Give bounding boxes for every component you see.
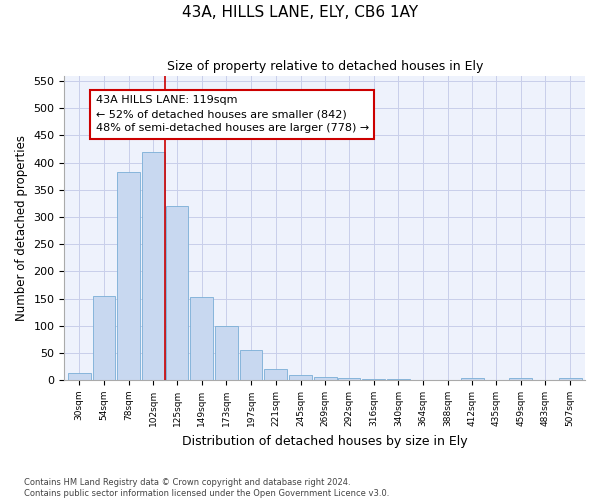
Y-axis label: Number of detached properties: Number of detached properties: [15, 135, 28, 321]
Bar: [387, 379, 410, 380]
X-axis label: Distribution of detached houses by size in Ely: Distribution of detached houses by size …: [182, 434, 467, 448]
Title: Size of property relative to detached houses in Ely: Size of property relative to detached ho…: [167, 60, 483, 73]
Text: 43A HILLS LANE: 119sqm
← 52% of detached houses are smaller (842)
48% of semi-de: 43A HILLS LANE: 119sqm ← 52% of detached…: [95, 96, 369, 134]
Bar: [240, 350, 262, 380]
Bar: [362, 379, 385, 380]
Bar: [117, 172, 140, 380]
Bar: [509, 378, 532, 380]
Bar: [559, 378, 581, 380]
Text: Contains HM Land Registry data © Crown copyright and database right 2024.
Contai: Contains HM Land Registry data © Crown c…: [24, 478, 389, 498]
Bar: [265, 369, 287, 380]
Bar: [215, 326, 238, 380]
Text: 43A, HILLS LANE, ELY, CB6 1AY: 43A, HILLS LANE, ELY, CB6 1AY: [182, 5, 418, 20]
Bar: [190, 297, 213, 380]
Bar: [166, 206, 188, 380]
Bar: [92, 296, 115, 380]
Bar: [461, 378, 484, 380]
Bar: [314, 378, 337, 380]
Bar: [338, 378, 360, 380]
Bar: [289, 374, 312, 380]
Bar: [68, 373, 91, 380]
Bar: [142, 152, 164, 380]
